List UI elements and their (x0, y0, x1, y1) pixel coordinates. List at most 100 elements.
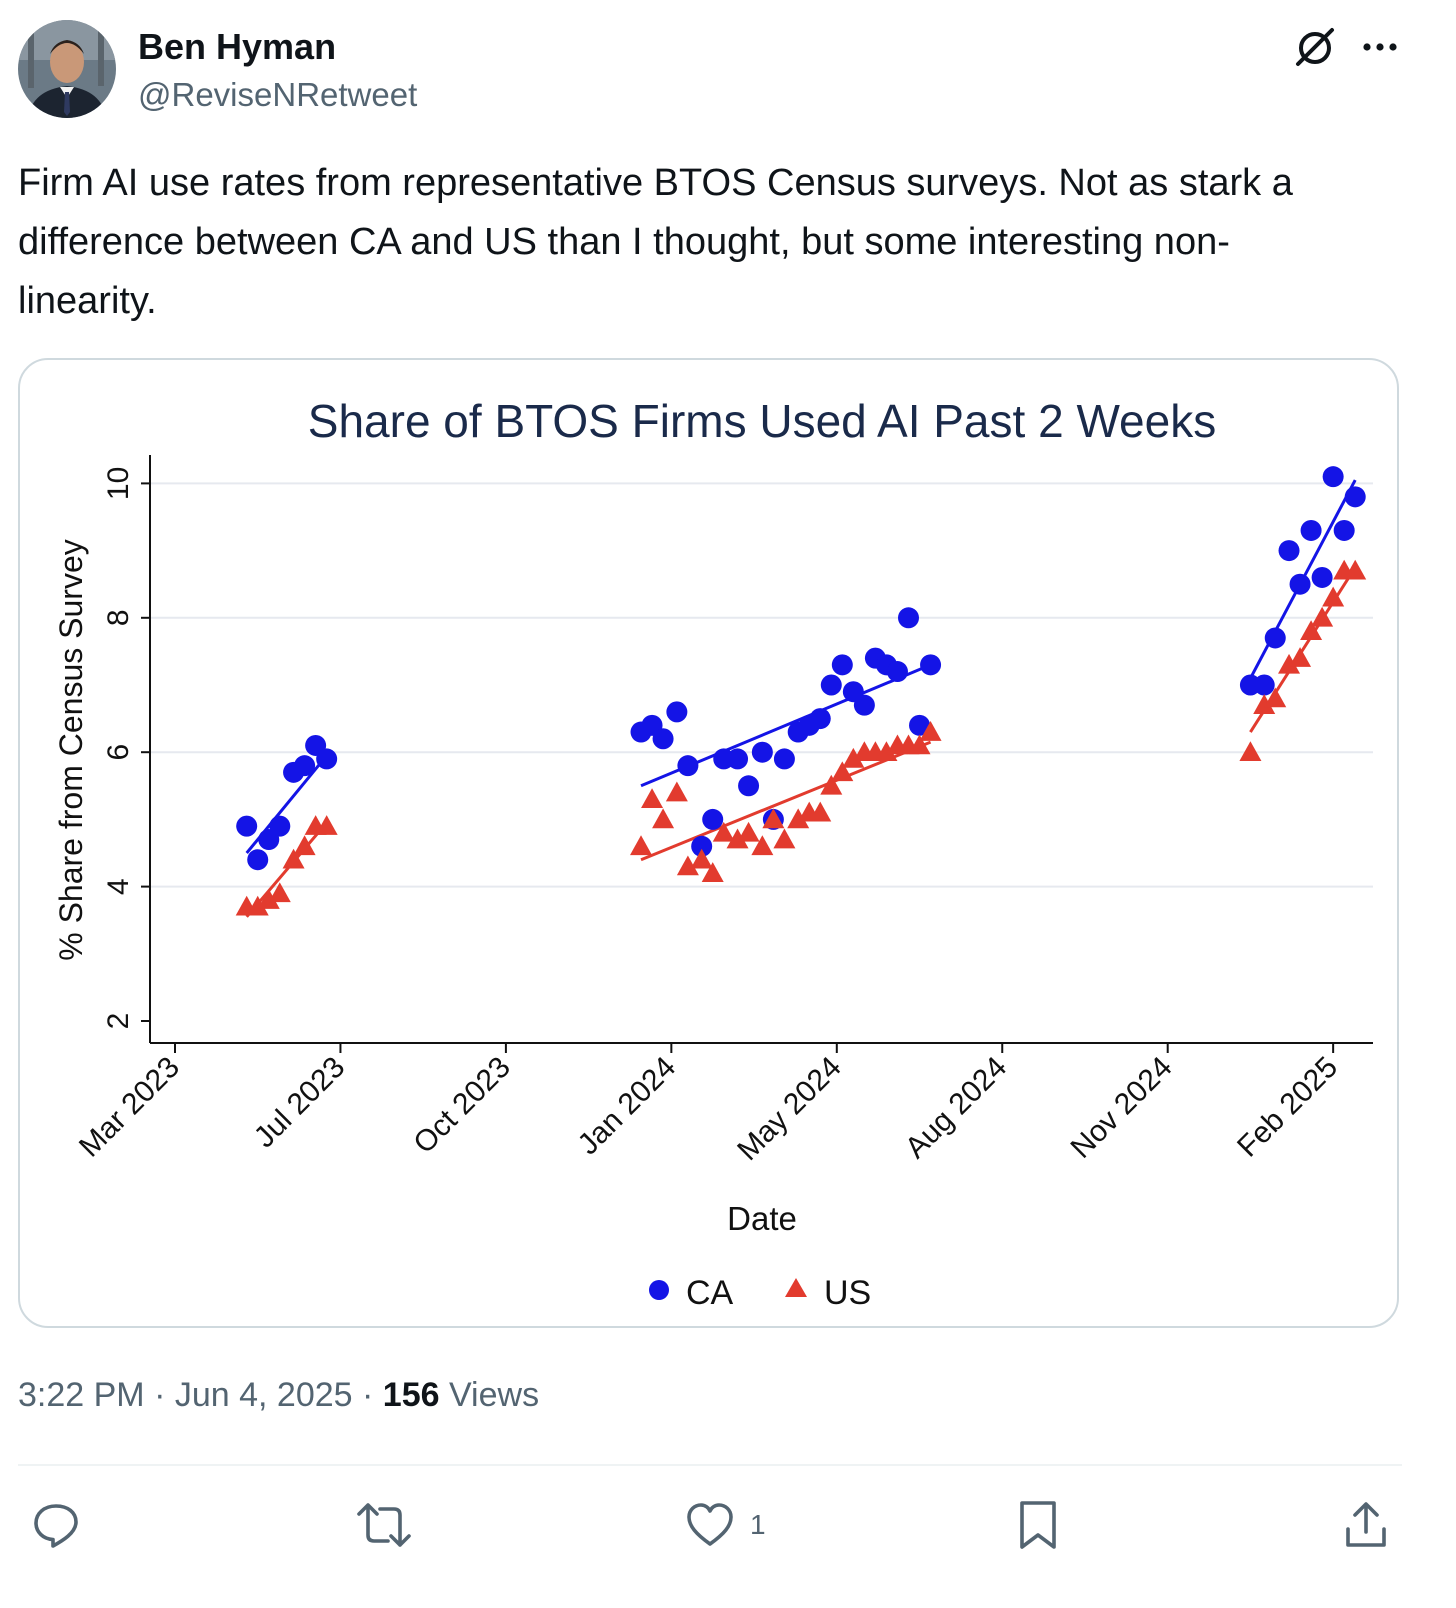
retweet-icon (357, 1503, 411, 1547)
views-label: Views (448, 1376, 540, 1414)
point-us (282, 848, 305, 869)
x-tick-label: Jul 2023 (248, 1051, 352, 1155)
tweet-text-line: difference between CA and US than I thou… (18, 221, 1230, 263)
point-us (842, 747, 865, 768)
bookmark-icon (1020, 1501, 1056, 1549)
views-count: 156 (382, 1376, 440, 1414)
author-display-name[interactable]: Ben Hyman (138, 26, 337, 67)
point-us (268, 882, 291, 903)
point-us (1264, 687, 1287, 708)
point-us (1300, 620, 1323, 641)
point-us (726, 828, 749, 849)
divider (18, 1464, 1402, 1466)
point-us (737, 821, 760, 842)
tweet-date[interactable]: Jun 4, 2025 (174, 1376, 353, 1414)
bookmark-button[interactable] (1014, 1495, 1062, 1555)
more-icon[interactable] (1355, 22, 1405, 72)
point-us (809, 801, 832, 822)
point-ca (831, 654, 853, 676)
x-tick-label: Mar 2023 (73, 1051, 186, 1164)
point-ca (677, 755, 699, 777)
point-ca (666, 701, 688, 723)
reply-icon (34, 1504, 78, 1548)
point-us (751, 835, 774, 856)
point-ca (1253, 674, 1275, 696)
point-us (1289, 647, 1312, 667)
point-us (690, 848, 713, 869)
point-us (315, 815, 338, 835)
point-us (908, 734, 931, 755)
point-ca (236, 815, 258, 837)
point-ca (691, 835, 713, 857)
point-us (1344, 559, 1367, 580)
chart-title: Share of BTOS Firms Used AI Past 2 Weeks (308, 395, 1216, 447)
point-ca (1278, 540, 1300, 562)
like-count: 1 (750, 1509, 766, 1540)
point-us (257, 889, 280, 909)
point-ca (773, 748, 795, 770)
avatar[interactable] (18, 20, 116, 118)
point-ca (1333, 519, 1355, 541)
like-button[interactable]: 1 (684, 1495, 766, 1555)
point-ca (727, 748, 749, 770)
x-tick-label: May 2024 (731, 1051, 847, 1167)
point-ca (920, 654, 942, 676)
point-ca (1289, 573, 1311, 595)
retweet-button[interactable] (356, 1495, 412, 1555)
point-us (701, 862, 724, 882)
y-tick-label: 6 (102, 744, 135, 761)
point-ca (886, 661, 908, 683)
meta-separator: · (362, 1376, 374, 1414)
grok-icon[interactable] (1290, 22, 1340, 72)
point-us (787, 808, 810, 829)
point-us (919, 721, 942, 741)
point-us (652, 808, 675, 829)
y-tick-label: 10 (102, 467, 135, 500)
point-us (665, 781, 688, 802)
author-handle[interactable]: @ReviseNRetweet (138, 76, 418, 113)
point-us (1322, 586, 1345, 607)
x-tick-label: Aug 2024 (899, 1051, 1013, 1165)
point-us (246, 895, 269, 916)
profile-photo-icon (18, 20, 116, 118)
tweet-meta: 3:22 PM · Jun 4, 2025 · 156 Views (18, 1376, 539, 1415)
reply-button[interactable] (30, 1495, 82, 1555)
x-tick-label: Feb 2025 (1231, 1051, 1344, 1164)
point-us (875, 741, 898, 761)
y-tick-label: 4 (102, 878, 135, 895)
x-tick-label: Jan 2024 (572, 1051, 683, 1162)
y-axis-label: % Share from Census Survey (53, 539, 89, 961)
point-ca (738, 775, 760, 797)
point-ca (1311, 566, 1333, 588)
point-us (676, 855, 699, 876)
trend-line-us (640, 740, 932, 862)
point-ca (1344, 486, 1366, 508)
point-ca (751, 741, 773, 763)
point-us (1278, 653, 1301, 674)
media-card[interactable]: Share of BTOS Firms Used AI Past 2 Weeks… (18, 358, 1399, 1328)
point-us (641, 788, 664, 809)
point-us (820, 774, 843, 795)
point-ca (316, 748, 338, 770)
meta-separator: · (154, 1376, 166, 1414)
point-us (293, 835, 316, 856)
tweet-time[interactable]: 3:22 PM (18, 1376, 145, 1414)
share-button[interactable] (1342, 1495, 1390, 1555)
point-ca (909, 714, 931, 736)
tweet-text-line: Firm AI use rates from representative BT… (18, 162, 1293, 204)
point-ca (294, 755, 316, 777)
point-ca (1264, 627, 1286, 649)
x-tick-label: Oct 2023 (407, 1051, 516, 1160)
point-us (762, 808, 785, 829)
point-ca (1322, 466, 1344, 488)
point-us (1253, 694, 1276, 714)
legend-us-label: US (824, 1274, 871, 1312)
point-us (831, 761, 854, 782)
x-axis-label: Date (727, 1200, 797, 1237)
tweet-text: Firm AI use rates from representative BT… (18, 154, 1418, 331)
point-ca (702, 808, 724, 830)
point-us (712, 821, 735, 842)
point-ca (1300, 519, 1322, 541)
point-us (1239, 741, 1262, 761)
y-tick-label: 2 (102, 1013, 135, 1030)
